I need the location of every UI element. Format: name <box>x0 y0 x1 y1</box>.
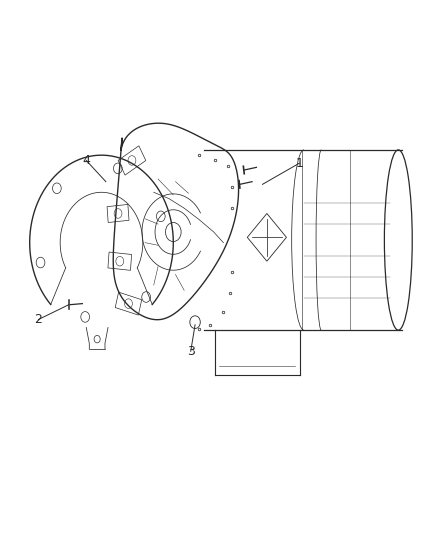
Text: 3: 3 <box>187 345 194 358</box>
Text: 2: 2 <box>35 313 42 326</box>
Text: 4: 4 <box>82 154 90 167</box>
Text: 1: 1 <box>296 157 304 169</box>
